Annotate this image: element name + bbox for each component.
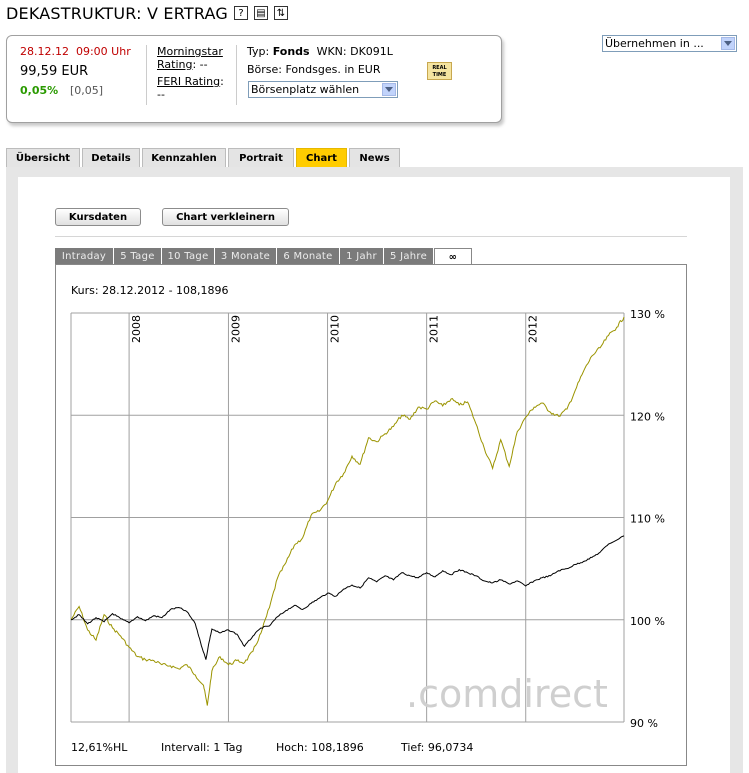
uebernehmen-select-value: Übernehmen in ... xyxy=(605,37,704,50)
morningstar-rating-value: : -- xyxy=(192,58,208,71)
realtime-badge: REAL TIME xyxy=(427,62,452,80)
stat-intervall: Intervall: 1 Tag xyxy=(161,741,243,754)
series-line-benchmark xyxy=(70,316,625,706)
morningstar-rating-link[interactable]: Morningstar xyxy=(157,45,223,58)
range-tab-10-tage[interactable]: 10 Tage xyxy=(162,248,215,264)
quote-change-abs: [0,05] xyxy=(70,84,104,97)
switch-icon[interactable]: ⇅ xyxy=(273,6,288,20)
feri-rating: FERI Rating: xyxy=(157,75,224,88)
range-tab-max[interactable]: ∞ xyxy=(434,248,472,265)
range-tab-5-tage[interactable]: 5 Tage xyxy=(114,248,162,264)
quote-datetime: 28.12.12 09:00 Uhr xyxy=(20,45,131,58)
range-tab-intraday[interactable]: Intraday xyxy=(55,248,114,264)
nav-tabs: Übersicht Details Kennzahlen Portrait Ch… xyxy=(6,148,402,167)
feri-rating-value: -- xyxy=(157,88,165,101)
chart-axis-labels: 90 % 100 % 110 % 120 % 130 % 2008 2009 2010 2011… xyxy=(130,308,665,730)
y-tick-label: 110 % xyxy=(630,513,665,526)
feri-rating-suffix: : xyxy=(220,75,224,88)
x-tick-label-2008: 2008 xyxy=(130,315,143,343)
y-tick-label: 120 % xyxy=(630,410,665,423)
x-tick-label-2012: 2012 xyxy=(527,315,540,343)
kursdaten-button[interactable]: Kursdaten xyxy=(55,208,141,226)
tab-details[interactable]: Details xyxy=(82,148,140,167)
quote-change-pct: 0,05% xyxy=(20,84,59,97)
morningstar-rating-link-line2[interactable]: Rating xyxy=(157,58,193,71)
title-row: DEKASTRUKTUR: V ERTRAG ? ▤ ⇅ xyxy=(6,2,288,24)
chart-box: Kurs: 28.12.2012 - 108,1896 .comdirect 9… xyxy=(55,264,687,766)
chart-series xyxy=(70,316,625,706)
range-tabs: Intraday 5 Tage 10 Tage 3 Monate 6 Monat… xyxy=(55,248,472,265)
fund-type-label: Typ: xyxy=(247,45,273,58)
tab-chart[interactable]: Chart xyxy=(296,148,347,167)
range-tab-6-monate[interactable]: 6 Monate xyxy=(277,248,340,264)
fund-type: Typ: Fonds WKN: DK091L xyxy=(247,45,393,58)
divider xyxy=(236,45,237,105)
price-chart: Kurs: 28.12.2012 - 108,1896 .comdirect 9… xyxy=(70,284,665,754)
chevron-down-icon[interactable] xyxy=(721,37,735,50)
divider xyxy=(55,236,687,237)
chart-stats: 12,61%HL Intervall: 1 Tag Hoch: 108,1896… xyxy=(71,741,473,754)
range-tab-5-jahre[interactable]: 5 Jahre xyxy=(384,248,434,264)
series-line-fund xyxy=(70,535,625,660)
fund-type-value: Fonds xyxy=(272,45,310,58)
y-tick-label: 100 % xyxy=(630,615,665,628)
tab-kennzahlen[interactable]: Kennzahlen xyxy=(142,148,226,167)
comdirect-watermark: .comdirect xyxy=(406,672,608,716)
feri-rating-link[interactable]: FERI Rating xyxy=(157,75,221,88)
boersenplatz-select-value: Börsenplatz wählen xyxy=(251,83,360,96)
print-icon[interactable]: ▤ xyxy=(253,6,268,20)
chart-grid xyxy=(70,312,625,723)
morningstar-rating: Morningstar xyxy=(157,45,223,58)
tab-portrait[interactable]: Portrait xyxy=(228,148,294,167)
range-tab-1-jahr[interactable]: 1 Jahr xyxy=(340,248,384,264)
quote-info-box: 28.12.12 09:00 Uhr 99,59 EUR 0,05% [0,05… xyxy=(6,35,502,123)
stat-hl: 12,61%HL xyxy=(71,741,128,754)
chevron-down-icon[interactable] xyxy=(382,83,396,96)
quote-price: 99,59 EUR xyxy=(20,64,89,79)
x-tick-label-2011: 2011 xyxy=(428,315,441,343)
stat-tief: Tief: 96,0734 xyxy=(400,741,473,754)
tab-news[interactable]: News xyxy=(349,148,400,167)
boersenplatz-select[interactable]: Börsenplatz wählen xyxy=(248,81,398,98)
y-tick-label: 130 % xyxy=(630,308,665,321)
uebernehmen-select[interactable]: Übernehmen in ... xyxy=(602,35,737,52)
help-icon[interactable]: ? xyxy=(233,6,248,20)
chart-verkleinern-button[interactable]: Chart verkleinern xyxy=(162,208,289,226)
range-tab-3-monate[interactable]: 3 Monate xyxy=(215,248,277,264)
x-tick-label-2009: 2009 xyxy=(229,315,242,343)
y-tick-label: 90 % xyxy=(630,717,658,730)
divider xyxy=(146,45,147,105)
fund-wkn: WKN: DK091L xyxy=(316,45,393,58)
kurs-label: Kurs: 28.12.2012 - 108,1896 xyxy=(71,284,229,297)
stat-hoch: Hoch: 108,1896 xyxy=(276,741,364,754)
page-title: DEKASTRUKTUR: V ERTRAG xyxy=(6,3,228,23)
morningstar-rating-line2: Rating: -- xyxy=(157,58,208,71)
x-tick-label-2010: 2010 xyxy=(329,315,342,343)
tab-uebersicht[interactable]: Übersicht xyxy=(6,148,80,167)
fund-boerse: Börse: Fondsges. in EUR xyxy=(247,63,381,76)
